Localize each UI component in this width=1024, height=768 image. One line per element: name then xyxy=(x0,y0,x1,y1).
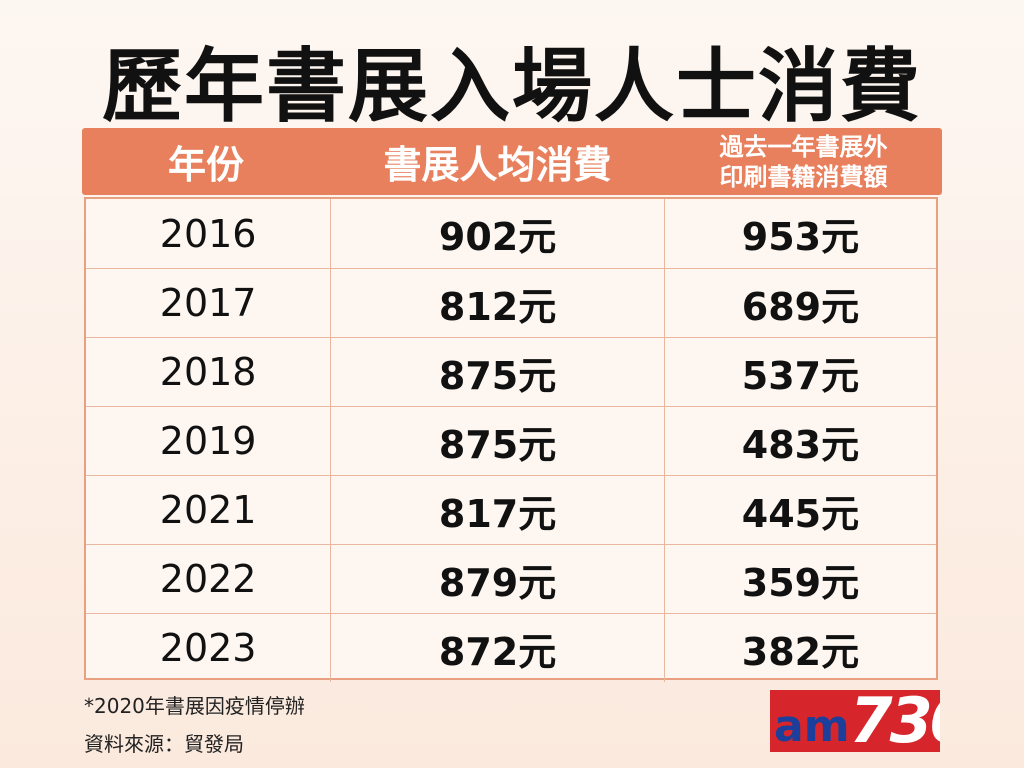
table-cell: 445元 xyxy=(741,491,860,536)
table-cell: 483元 xyxy=(741,422,860,467)
table-row: 2017 812元 689元 xyxy=(86,268,936,337)
table-cell: 879元 xyxy=(331,545,665,613)
table-cell: 2019 xyxy=(86,407,332,475)
footnote: 資料來源：貿發局 xyxy=(84,732,244,756)
table-cell: 537元 xyxy=(741,353,860,398)
header-cell: 年份 xyxy=(167,143,244,187)
table-row: 2023 872元 382元 xyxy=(86,613,936,682)
table-row: 2018 875元 537元 xyxy=(86,337,936,406)
table: 2016 902元 953元 2017 812元 689元 2018 875元 537元 2019… xyxy=(84,197,938,682)
logo-number: 730 xyxy=(849,690,940,752)
table-cell: 2022 xyxy=(86,545,332,613)
table-cell: 689元 xyxy=(741,284,860,329)
table-row: 2022 879元 359元 xyxy=(86,544,936,613)
table-header: 年份 書展人均消費 過去一年書展外 印刷書籍消費額 xyxy=(82,128,942,195)
table-row: 2016 902元 953元 xyxy=(86,199,936,268)
table-cell: 875元 xyxy=(331,338,665,406)
table-cell: 2018 xyxy=(86,338,332,406)
header-line: 印刷書籍消費額 xyxy=(719,162,888,191)
header-cell: 書展人均消費 xyxy=(383,143,612,187)
table-cell: 2016 xyxy=(86,199,332,268)
logo: am 730 xyxy=(770,690,940,752)
table-cell: 382元 xyxy=(741,629,860,674)
title: 歷年書展入場人士消費 xyxy=(102,40,922,133)
table-cell: 359元 xyxy=(741,560,860,605)
table-cell: 2021 xyxy=(86,476,332,544)
footnote: *2020年書展因疫情停辦 xyxy=(84,694,305,718)
header-cell: 過去一年書展外 印刷書籍消費額 xyxy=(665,128,942,195)
table-cell: 817元 xyxy=(331,476,665,544)
logo-prefix: am xyxy=(774,701,850,752)
table-cell: 902元 xyxy=(331,199,665,268)
table-cell: 875元 xyxy=(331,407,665,475)
table-cell: 2023 xyxy=(86,614,332,682)
table-cell: 953元 xyxy=(741,215,860,259)
table-row: 2019 875元 483元 xyxy=(86,406,936,475)
header-line: 過去一年書展外 xyxy=(719,132,888,161)
table-row: 2021 817元 445元 xyxy=(86,475,936,544)
table-cell: 812元 xyxy=(331,269,665,337)
table-cell: 872元 xyxy=(331,614,665,682)
table-cell: 2017 xyxy=(86,269,332,337)
